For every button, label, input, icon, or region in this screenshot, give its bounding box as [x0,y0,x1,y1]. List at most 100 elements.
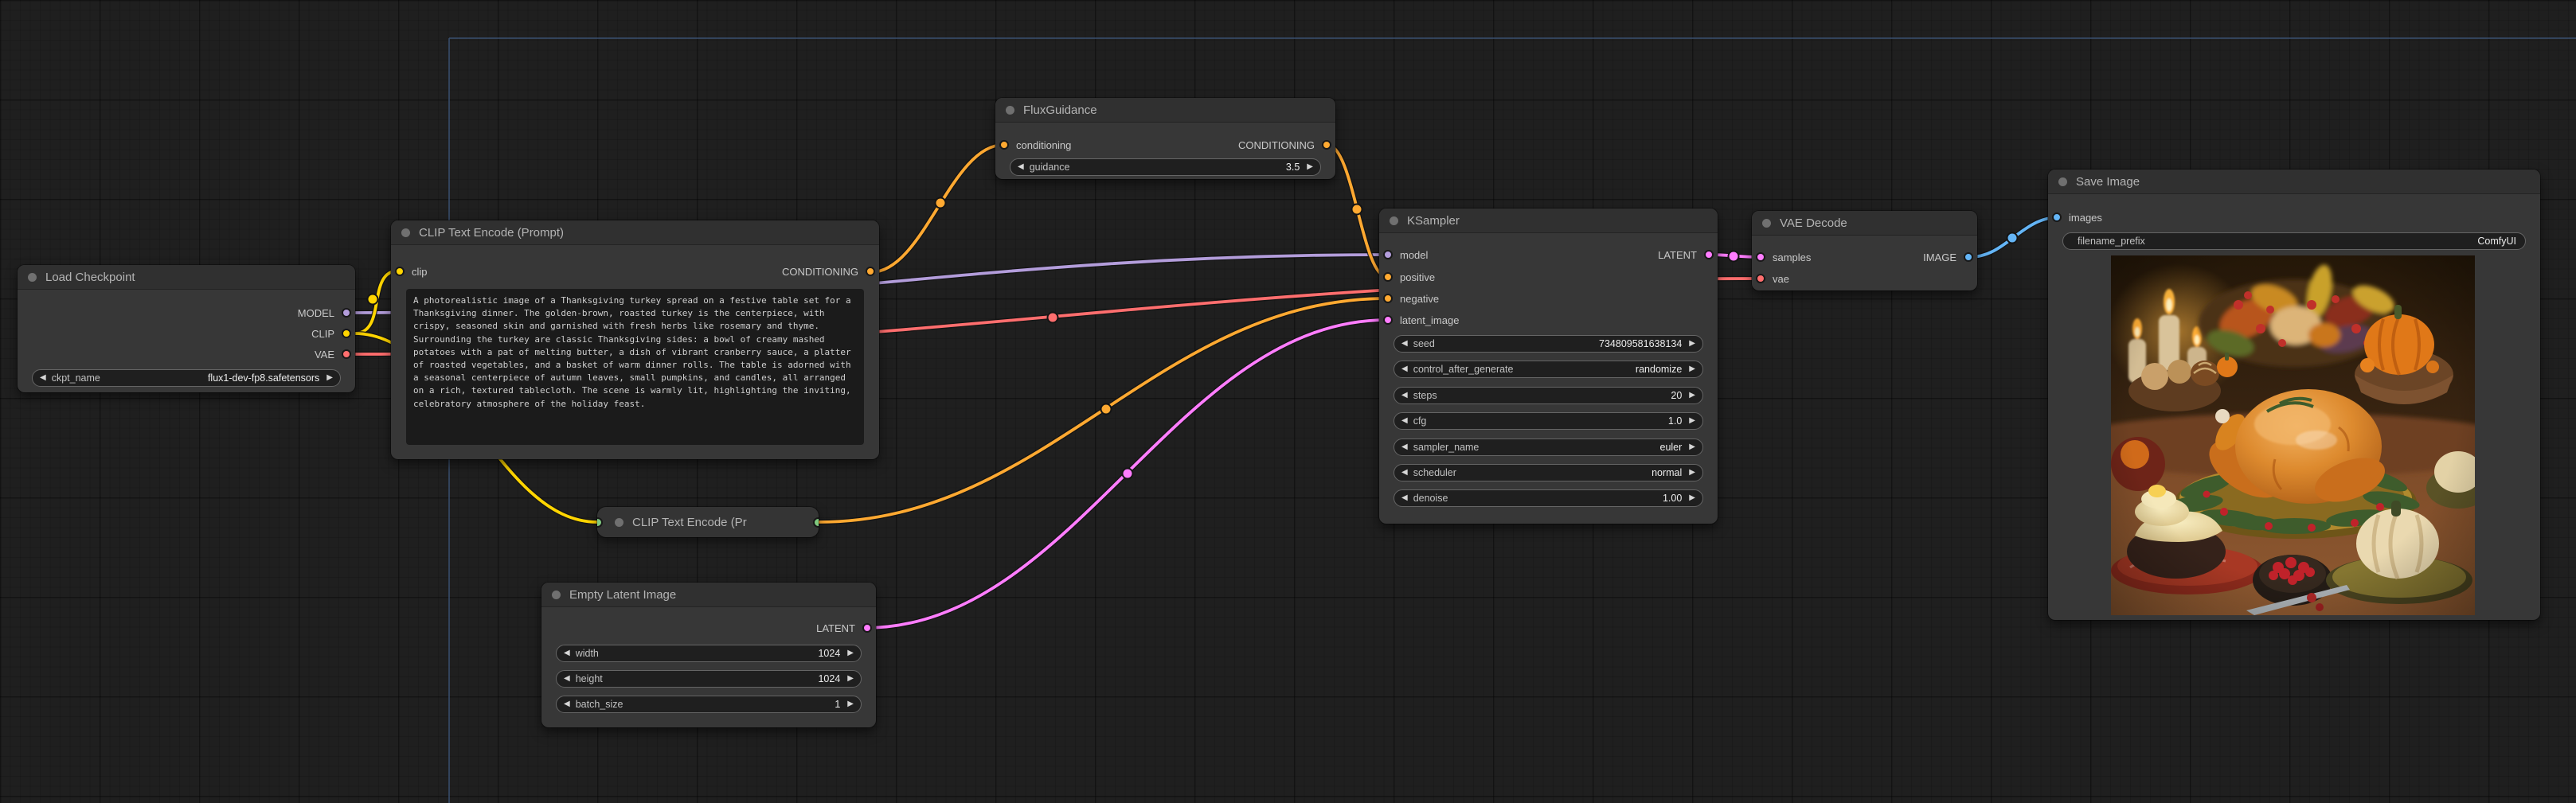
batch-size-widget[interactable]: ◀ batch_size 1 ▶ [556,696,862,713]
latent-port-icon[interactable] [1704,250,1714,259]
vae-port-icon[interactable] [1756,274,1765,283]
decrement-icon[interactable]: ◀ [1018,162,1024,171]
output-slot-image[interactable]: IMAGE [1923,249,1977,265]
cfg-widget[interactable]: ◀ cfg 1.0 ▶ [1394,412,1703,430]
increment-icon[interactable]: ▶ [1689,364,1695,373]
output-slot-conditioning[interactable]: CONDITIONING [782,263,879,279]
decrement-icon[interactable]: ◀ [1401,468,1408,477]
collapse-dot-icon[interactable] [401,228,410,237]
increment-icon[interactable]: ▶ [326,373,333,382]
latent-port-icon[interactable] [1383,315,1393,325]
link-dot[interactable] [1046,311,1059,324]
input-slot-model[interactable]: model [1379,247,1428,263]
collapse-dot-icon[interactable] [1390,216,1398,225]
scheduler-widget[interactable]: ◀ scheduler normal ▶ [1394,464,1703,481]
output-slot-vae[interactable]: VAE [315,346,355,362]
decrement-icon[interactable]: ◀ [564,700,570,708]
input-slot-conditioning[interactable]: conditioning [995,137,1071,153]
increment-icon[interactable]: ▶ [1689,391,1695,400]
node-ksampler[interactable]: KSampler model positive negative latent_… [1379,209,1718,524]
link-dot[interactable] [366,293,379,306]
increment-icon[interactable]: ▶ [1307,162,1313,171]
collapsed-input-port-icon[interactable] [597,516,603,528]
increment-icon[interactable]: ▶ [1689,339,1695,348]
node-title-bar[interactable]: CLIP Text Encode (Prompt) [391,220,879,245]
input-slot-positive[interactable]: positive [1379,269,1435,285]
link-dot[interactable] [1727,250,1740,263]
conditioning-port-icon[interactable] [1322,140,1331,150]
filename-prefix-widget[interactable]: filename_prefix ComfyUI [2062,232,2526,250]
conditioning-port-icon[interactable] [999,140,1009,150]
image-port-icon[interactable] [1964,252,1973,262]
decrement-icon[interactable]: ◀ [564,674,570,683]
link-dot[interactable] [2006,232,2019,244]
input-slot-images[interactable]: images [2048,209,2102,225]
node-vae-decode[interactable]: VAE Decode samples vae IMAGE [1752,211,1977,290]
collapse-dot-icon[interactable] [2058,177,2067,186]
node-clip-text-encode-prompt[interactable]: CLIP Text Encode (Prompt) clip CONDITION… [391,220,879,459]
conditioning-port-icon[interactable] [1383,294,1393,303]
control-after-generate-widget[interactable]: ◀ control_after_generate randomize ▶ [1394,361,1703,378]
decrement-icon[interactable]: ◀ [1401,364,1408,373]
latent-port-icon[interactable] [862,623,872,633]
steps-widget[interactable]: ◀ steps 20 ▶ [1394,387,1703,404]
ckpt-name-widget[interactable]: ◀ ckpt_name flux1-dev-fp8.safetensors ▶ [32,369,341,387]
input-slot-latent-image[interactable]: latent_image [1379,312,1459,328]
decrement-icon[interactable]: ◀ [1401,493,1408,502]
preview-image[interactable] [2111,255,2475,615]
node-clip-text-encode-collapsed[interactable]: CLIP Text Encode (Pr [597,507,819,537]
node-title-bar[interactable]: VAE Decode [1752,211,1977,236]
conditioning-port-icon[interactable] [1383,272,1393,282]
node-title-bar[interactable]: Save Image [2048,170,2540,194]
node-empty-latent-image[interactable]: Empty Latent Image LATENT ◀ width 1024 ▶… [541,583,876,727]
node-title-bar[interactable]: KSampler [1379,209,1718,233]
collapse-dot-icon[interactable] [1006,105,1014,115]
conditioning-port-icon[interactable] [866,267,875,276]
output-slot-latent[interactable]: LATENT [1658,247,1718,263]
input-slot-negative[interactable]: negative [1379,290,1439,306]
output-slot-model[interactable]: MODEL [298,305,355,321]
decrement-icon[interactable]: ◀ [40,373,46,382]
node-fluxguidance[interactable]: FluxGuidance conditioning CONDITIONING ◀… [995,98,1335,179]
decrement-icon[interactable]: ◀ [1401,416,1408,425]
collapsed-output-port-icon[interactable] [813,516,819,528]
model-port-icon[interactable] [342,308,351,318]
collapse-dot-icon[interactable] [1762,218,1771,228]
clip-port-icon[interactable] [395,267,405,276]
collapse-dot-icon[interactable] [615,517,623,527]
sampler-name-widget[interactable]: ◀ sampler_name euler ▶ [1394,439,1703,456]
link-dot[interactable] [1100,403,1112,415]
increment-icon[interactable]: ▶ [1689,416,1695,425]
link-dot[interactable] [1121,467,1134,480]
link-dot[interactable] [1351,203,1363,216]
output-slot-conditioning[interactable]: CONDITIONING [1238,137,1335,153]
node-save-image[interactable]: Save Image images filename_prefix ComfyU… [2048,170,2540,620]
input-slot-vae[interactable]: vae [1752,271,1789,287]
node-load-checkpoint[interactable]: Load Checkpoint MODEL CLIP VAE ◀ ckpt_na… [18,265,355,392]
seed-widget[interactable]: ◀ seed 734809581638134 ▶ [1394,335,1703,353]
node-title-bar[interactable]: FluxGuidance [995,98,1335,123]
input-slot-clip[interactable]: clip [391,263,428,279]
decrement-icon[interactable]: ◀ [1401,442,1408,451]
width-widget[interactable]: ◀ width 1024 ▶ [556,645,862,662]
decrement-icon[interactable]: ◀ [564,649,570,657]
prompt-textarea[interactable]: A photorealistic image of a Thanksgiving… [406,289,864,445]
guidance-widget[interactable]: ◀ guidance 3.5 ▶ [1010,158,1321,176]
clip-port-icon[interactable] [342,329,351,338]
decrement-icon[interactable]: ◀ [1401,339,1408,348]
vae-port-icon[interactable] [342,349,351,359]
link-dot[interactable] [934,197,947,209]
denoise-widget[interactable]: ◀ denoise 1.00 ▶ [1394,489,1703,507]
latent-port-icon[interactable] [1756,252,1765,262]
input-slot-samples[interactable]: samples [1752,249,1811,265]
node-title-bar[interactable]: Empty Latent Image [541,583,876,607]
increment-icon[interactable]: ▶ [847,674,854,683]
output-slot-latent[interactable]: LATENT [816,620,876,636]
wire-conditioning-to-guidance[interactable] [870,143,1004,274]
height-widget[interactable]: ◀ height 1024 ▶ [556,670,862,688]
image-port-icon[interactable] [2052,212,2062,222]
increment-icon[interactable]: ▶ [1689,468,1695,477]
output-slot-clip[interactable]: CLIP [311,325,355,341]
increment-icon[interactable]: ▶ [847,649,854,657]
